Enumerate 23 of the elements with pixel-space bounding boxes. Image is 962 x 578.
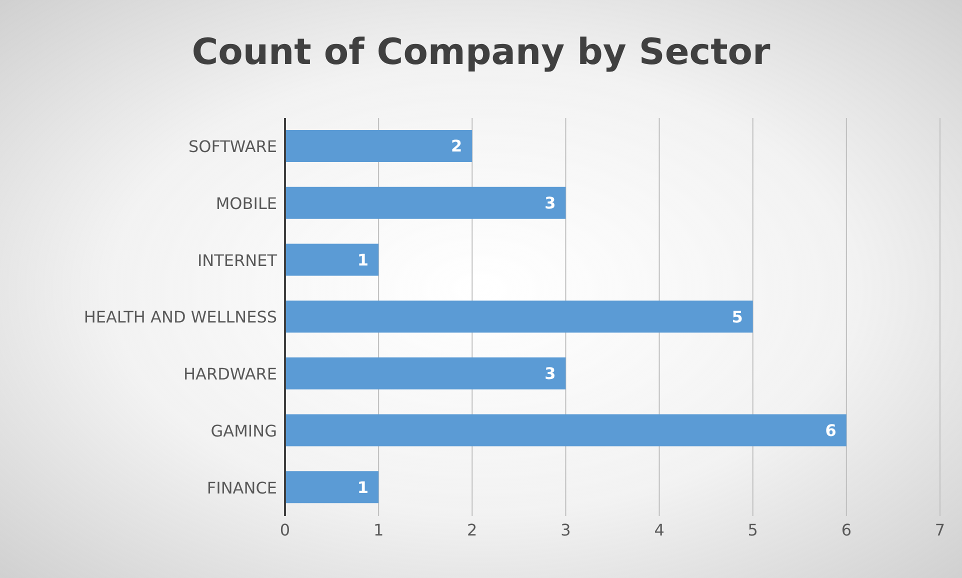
data-label: 5 [732, 307, 743, 326]
y-tick-label: SOFTWARE [188, 137, 277, 156]
x-tick-label: 3 [560, 520, 571, 540]
x-tick-label: 4 [654, 520, 664, 540]
data-label: 3 [544, 194, 556, 213]
data-label: 1 [357, 478, 369, 497]
y-tick-label: MOBILE [216, 194, 277, 213]
x-tick-label: 6 [841, 520, 852, 540]
data-label: 2 [451, 136, 462, 156]
data-label: 3 [544, 364, 556, 384]
x-tick-label: 7 [934, 520, 946, 540]
x-tick-label: 1 [373, 520, 384, 540]
x-tick-label: 0 [280, 520, 290, 540]
chart-title: Count of Company by Sector [190, 32, 772, 73]
y-tick-label: GAMING [210, 421, 277, 440]
y-tick-label: HEALTH AND WELLNESS [84, 308, 277, 327]
x-tick-label: 5 [748, 520, 758, 540]
data-label: 6 [825, 420, 836, 440]
data-label: 1 [357, 250, 369, 270]
y-tick-label: INTERNET [197, 250, 278, 270]
x-tick-label: 2 [467, 520, 478, 540]
y-tick-label: FINANCE [206, 478, 277, 498]
y-tick-label: HARDWARE [183, 364, 277, 384]
